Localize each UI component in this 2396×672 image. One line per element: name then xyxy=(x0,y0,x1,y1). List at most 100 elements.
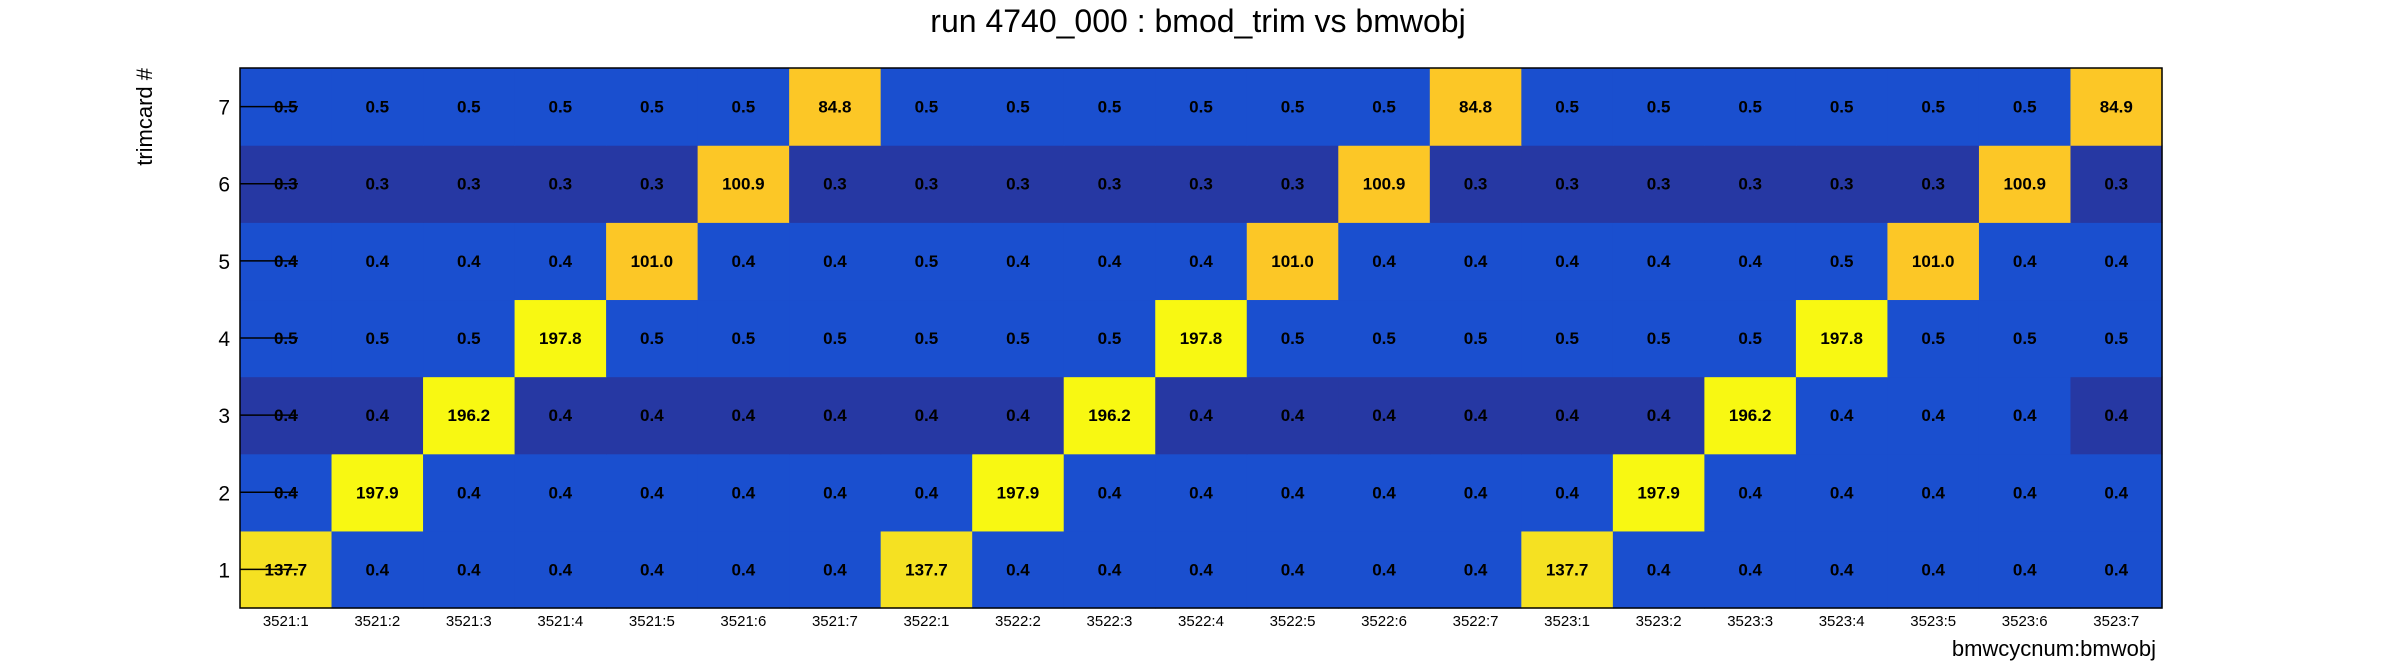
heatmap-cell xyxy=(423,453,516,532)
heatmap-cell xyxy=(1338,145,1431,223)
cell-value-label: 0.4 xyxy=(2104,483,2128,502)
cell-value-label: 0.5 xyxy=(1281,329,1305,348)
cell-value-label: 0.4 xyxy=(1738,483,1762,502)
heatmap-cell xyxy=(697,376,790,455)
heatmap-cell xyxy=(606,68,699,146)
x-tick-label: 3522:5 xyxy=(1270,613,1316,630)
heatmap-cell xyxy=(1887,453,1980,532)
cell-value-label: 0.4 xyxy=(1921,560,1945,579)
heatmap-cell xyxy=(1612,299,1705,378)
cell-value-label: 0.4 xyxy=(1830,560,1854,579)
cell-value-label: 100.9 xyxy=(1363,175,1406,194)
cell-value-label: 0.3 xyxy=(640,175,664,194)
x-tick-label: 3522:4 xyxy=(1178,613,1224,630)
heatmap-cell xyxy=(2070,299,2163,378)
cell-value-label: 0.5 xyxy=(1006,98,1030,117)
cell-value-label: 101.0 xyxy=(1912,252,1955,271)
heatmap-cell xyxy=(880,68,973,146)
cell-value-label: 0.5 xyxy=(1921,329,1945,348)
heatmap-cell xyxy=(1704,145,1797,223)
heatmap-cell xyxy=(1063,376,1156,455)
heatmap-cell xyxy=(1429,530,1522,609)
cell-value-label: 0.3 xyxy=(915,175,939,194)
heatmap-cell xyxy=(514,145,607,223)
cell-value-label: 0.3 xyxy=(1189,175,1213,194)
cell-value-label: 84.9 xyxy=(2100,98,2133,117)
heatmap-cell xyxy=(1246,376,1339,455)
heatmap-cell xyxy=(1887,145,1980,223)
heatmap-cell xyxy=(1246,68,1339,146)
heatmap-cell xyxy=(1246,145,1339,223)
x-tick-label: 3523:1 xyxy=(1544,613,1590,630)
heatmap-cell xyxy=(1704,530,1797,609)
x-tick-label: 3521:7 xyxy=(812,613,858,630)
cell-value-label: 0.5 xyxy=(365,329,389,348)
heatmap-cell xyxy=(2070,68,2163,146)
heatmap-cell xyxy=(880,145,973,223)
heatmap-cell xyxy=(1155,299,1248,378)
axis-ticks: 1 2 3 4 5 6 7 3521:1 3521:2 3521:3 3521:4 3521:5 352… xyxy=(218,97,2139,630)
heatmap-cell xyxy=(1338,453,1431,532)
cell-value-label: 0.4 xyxy=(1281,560,1305,579)
cell-value-label: 0.4 xyxy=(549,483,573,502)
heatmap-cell xyxy=(2070,453,2163,532)
heatmap-cell xyxy=(423,68,516,146)
cell-value-label: 0.4 xyxy=(915,406,939,425)
heatmap-cell xyxy=(331,222,424,301)
cell-value-label: 0.3 xyxy=(1921,175,1945,194)
cell-value-label: 0.5 xyxy=(1372,329,1396,348)
heatmap-cell xyxy=(1704,376,1797,455)
cell-value-label: 0.4 xyxy=(1830,406,1854,425)
cell-value-label: 0.5 xyxy=(732,329,756,348)
cell-value-label: 0.4 xyxy=(1464,406,1488,425)
cell-value-label: 0.3 xyxy=(1006,175,1030,194)
plot-frame xyxy=(239,67,2163,609)
cell-value-label: 0.4 xyxy=(1647,252,1671,271)
heatmap-cell xyxy=(606,530,699,609)
cell-value-label: 0.5 xyxy=(457,98,481,117)
cell-value-label: 0.5 xyxy=(1372,98,1396,117)
cell-value-label: 0.4 xyxy=(640,406,664,425)
heatmap-cell xyxy=(1978,145,2072,223)
cell-value-label: 0.3 xyxy=(1464,175,1488,194)
heatmap-cell xyxy=(606,145,699,223)
cell-value-label: 0.4 xyxy=(2013,252,2037,271)
x-tick-label: 3523:4 xyxy=(1819,613,1865,630)
cell-value-label: 197.8 xyxy=(539,329,582,348)
cell-value-label: 0.5 xyxy=(1738,329,1762,348)
cell-value-label: 0.5 xyxy=(915,252,939,271)
cell-value-label: 0.4 xyxy=(1464,252,1488,271)
heatmap-cell xyxy=(1155,530,1248,609)
heatmap-cell xyxy=(880,453,973,532)
cell-value-label: 0.4 xyxy=(1647,560,1671,579)
heatmap-cell xyxy=(514,530,607,609)
cell-value-label: 0.4 xyxy=(2013,406,2037,425)
cell-value-label: 0.5 xyxy=(915,329,939,348)
cell-value-label: 0.4 xyxy=(1098,483,1122,502)
cell-value-label: 0.4 xyxy=(2104,252,2128,271)
heatmap-cell xyxy=(1612,145,1705,223)
heatmap-cell xyxy=(423,376,516,455)
cell-value-label: 0.4 xyxy=(1555,483,1579,502)
heatmap-cell xyxy=(1338,68,1431,146)
cell-value-label: 0.4 xyxy=(365,252,389,271)
cell-value-label: 0.4 xyxy=(457,483,481,502)
cell-value-label: 137.7 xyxy=(1546,560,1589,579)
heatmap-cell xyxy=(331,530,424,609)
cell-value-label: 0.4 xyxy=(1372,483,1396,502)
x-tick-label: 3521:4 xyxy=(537,613,583,630)
cell-value-label: 0.4 xyxy=(1555,406,1579,425)
heatmap-cell xyxy=(972,530,1065,609)
heatmap-cell xyxy=(606,222,699,301)
heatmap-cell xyxy=(1612,68,1705,146)
heatmap-cell xyxy=(514,299,607,378)
heatmap-cell xyxy=(1063,453,1156,532)
heatmap-cell xyxy=(1246,453,1339,532)
cell-value-label: 197.9 xyxy=(356,483,399,502)
cell-value-label: 100.9 xyxy=(2003,175,2046,194)
heatmap-cell xyxy=(697,299,790,378)
cell-value-label: 0.4 xyxy=(1098,252,1122,271)
cell-value-label: 196.2 xyxy=(448,406,491,425)
cell-value-label: 0.5 xyxy=(1555,98,1579,117)
cell-value-label: 0.4 xyxy=(1281,406,1305,425)
